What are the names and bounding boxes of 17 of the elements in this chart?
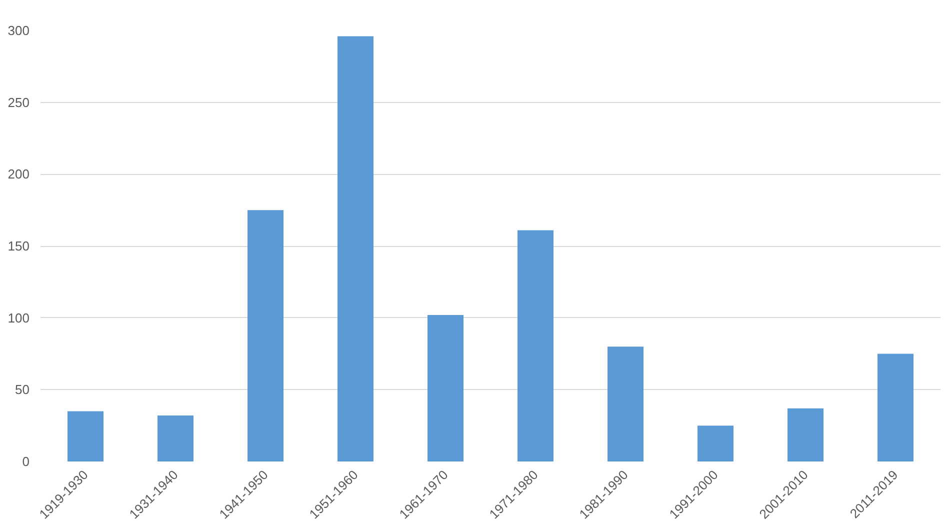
y-tick-label: 0 [22, 454, 30, 469]
bar [158, 416, 194, 462]
y-tick-label: 100 [8, 310, 30, 326]
y-tick-label: 50 [15, 382, 30, 398]
bar [518, 230, 554, 462]
bar [788, 408, 824, 462]
bar [338, 36, 374, 462]
y-tick-label: 300 [8, 23, 30, 38]
bar [248, 210, 284, 462]
bar [608, 346, 644, 462]
y-tick-label: 250 [8, 94, 30, 110]
bar [428, 314, 464, 462]
bar [68, 411, 104, 462]
bar [698, 426, 734, 462]
y-tick-label: 150 [8, 238, 30, 254]
bar [878, 354, 914, 462]
y-tick-label: 200 [8, 166, 30, 182]
